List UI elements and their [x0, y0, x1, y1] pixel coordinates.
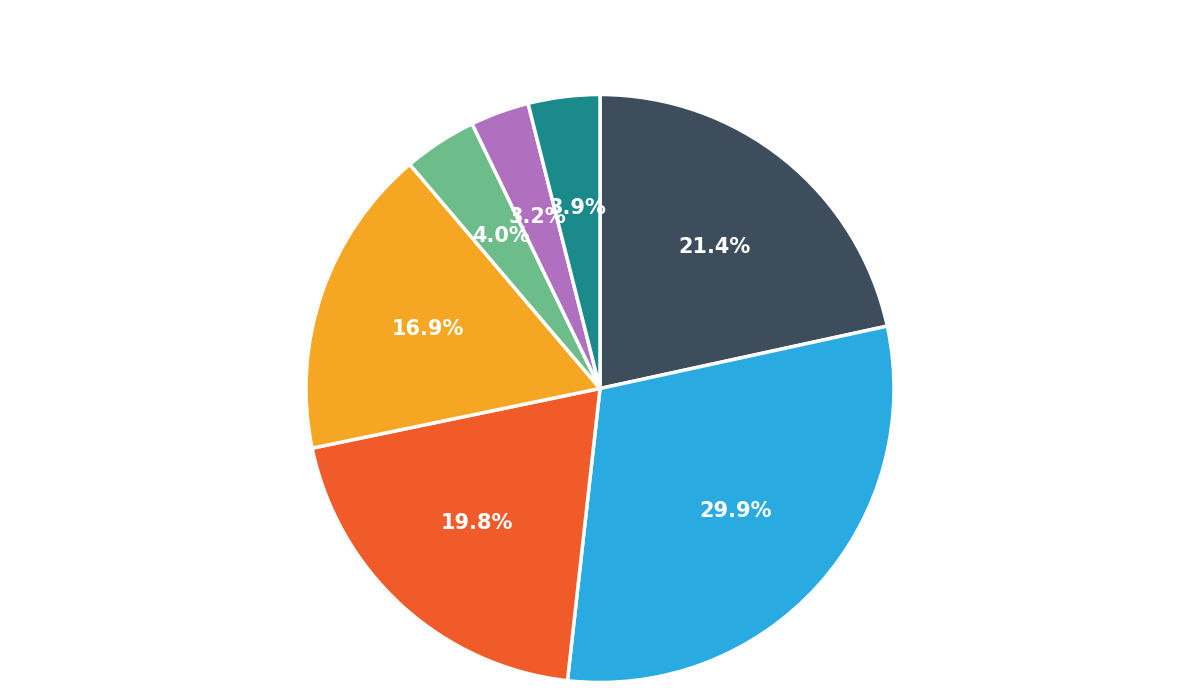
Text: 16.9%: 16.9%	[391, 319, 464, 339]
Text: 19.8%: 19.8%	[442, 513, 514, 533]
Wedge shape	[409, 124, 600, 388]
Wedge shape	[600, 94, 887, 388]
Wedge shape	[312, 389, 600, 680]
Text: 3.9%: 3.9%	[548, 197, 606, 218]
Wedge shape	[306, 164, 600, 448]
Wedge shape	[568, 326, 894, 682]
Text: 3.2%: 3.2%	[509, 207, 566, 228]
Wedge shape	[472, 104, 600, 388]
Text: 4.0%: 4.0%	[472, 225, 529, 246]
Text: 29.9%: 29.9%	[700, 500, 772, 521]
Text: 21.4%: 21.4%	[678, 237, 750, 257]
Wedge shape	[528, 94, 600, 388]
